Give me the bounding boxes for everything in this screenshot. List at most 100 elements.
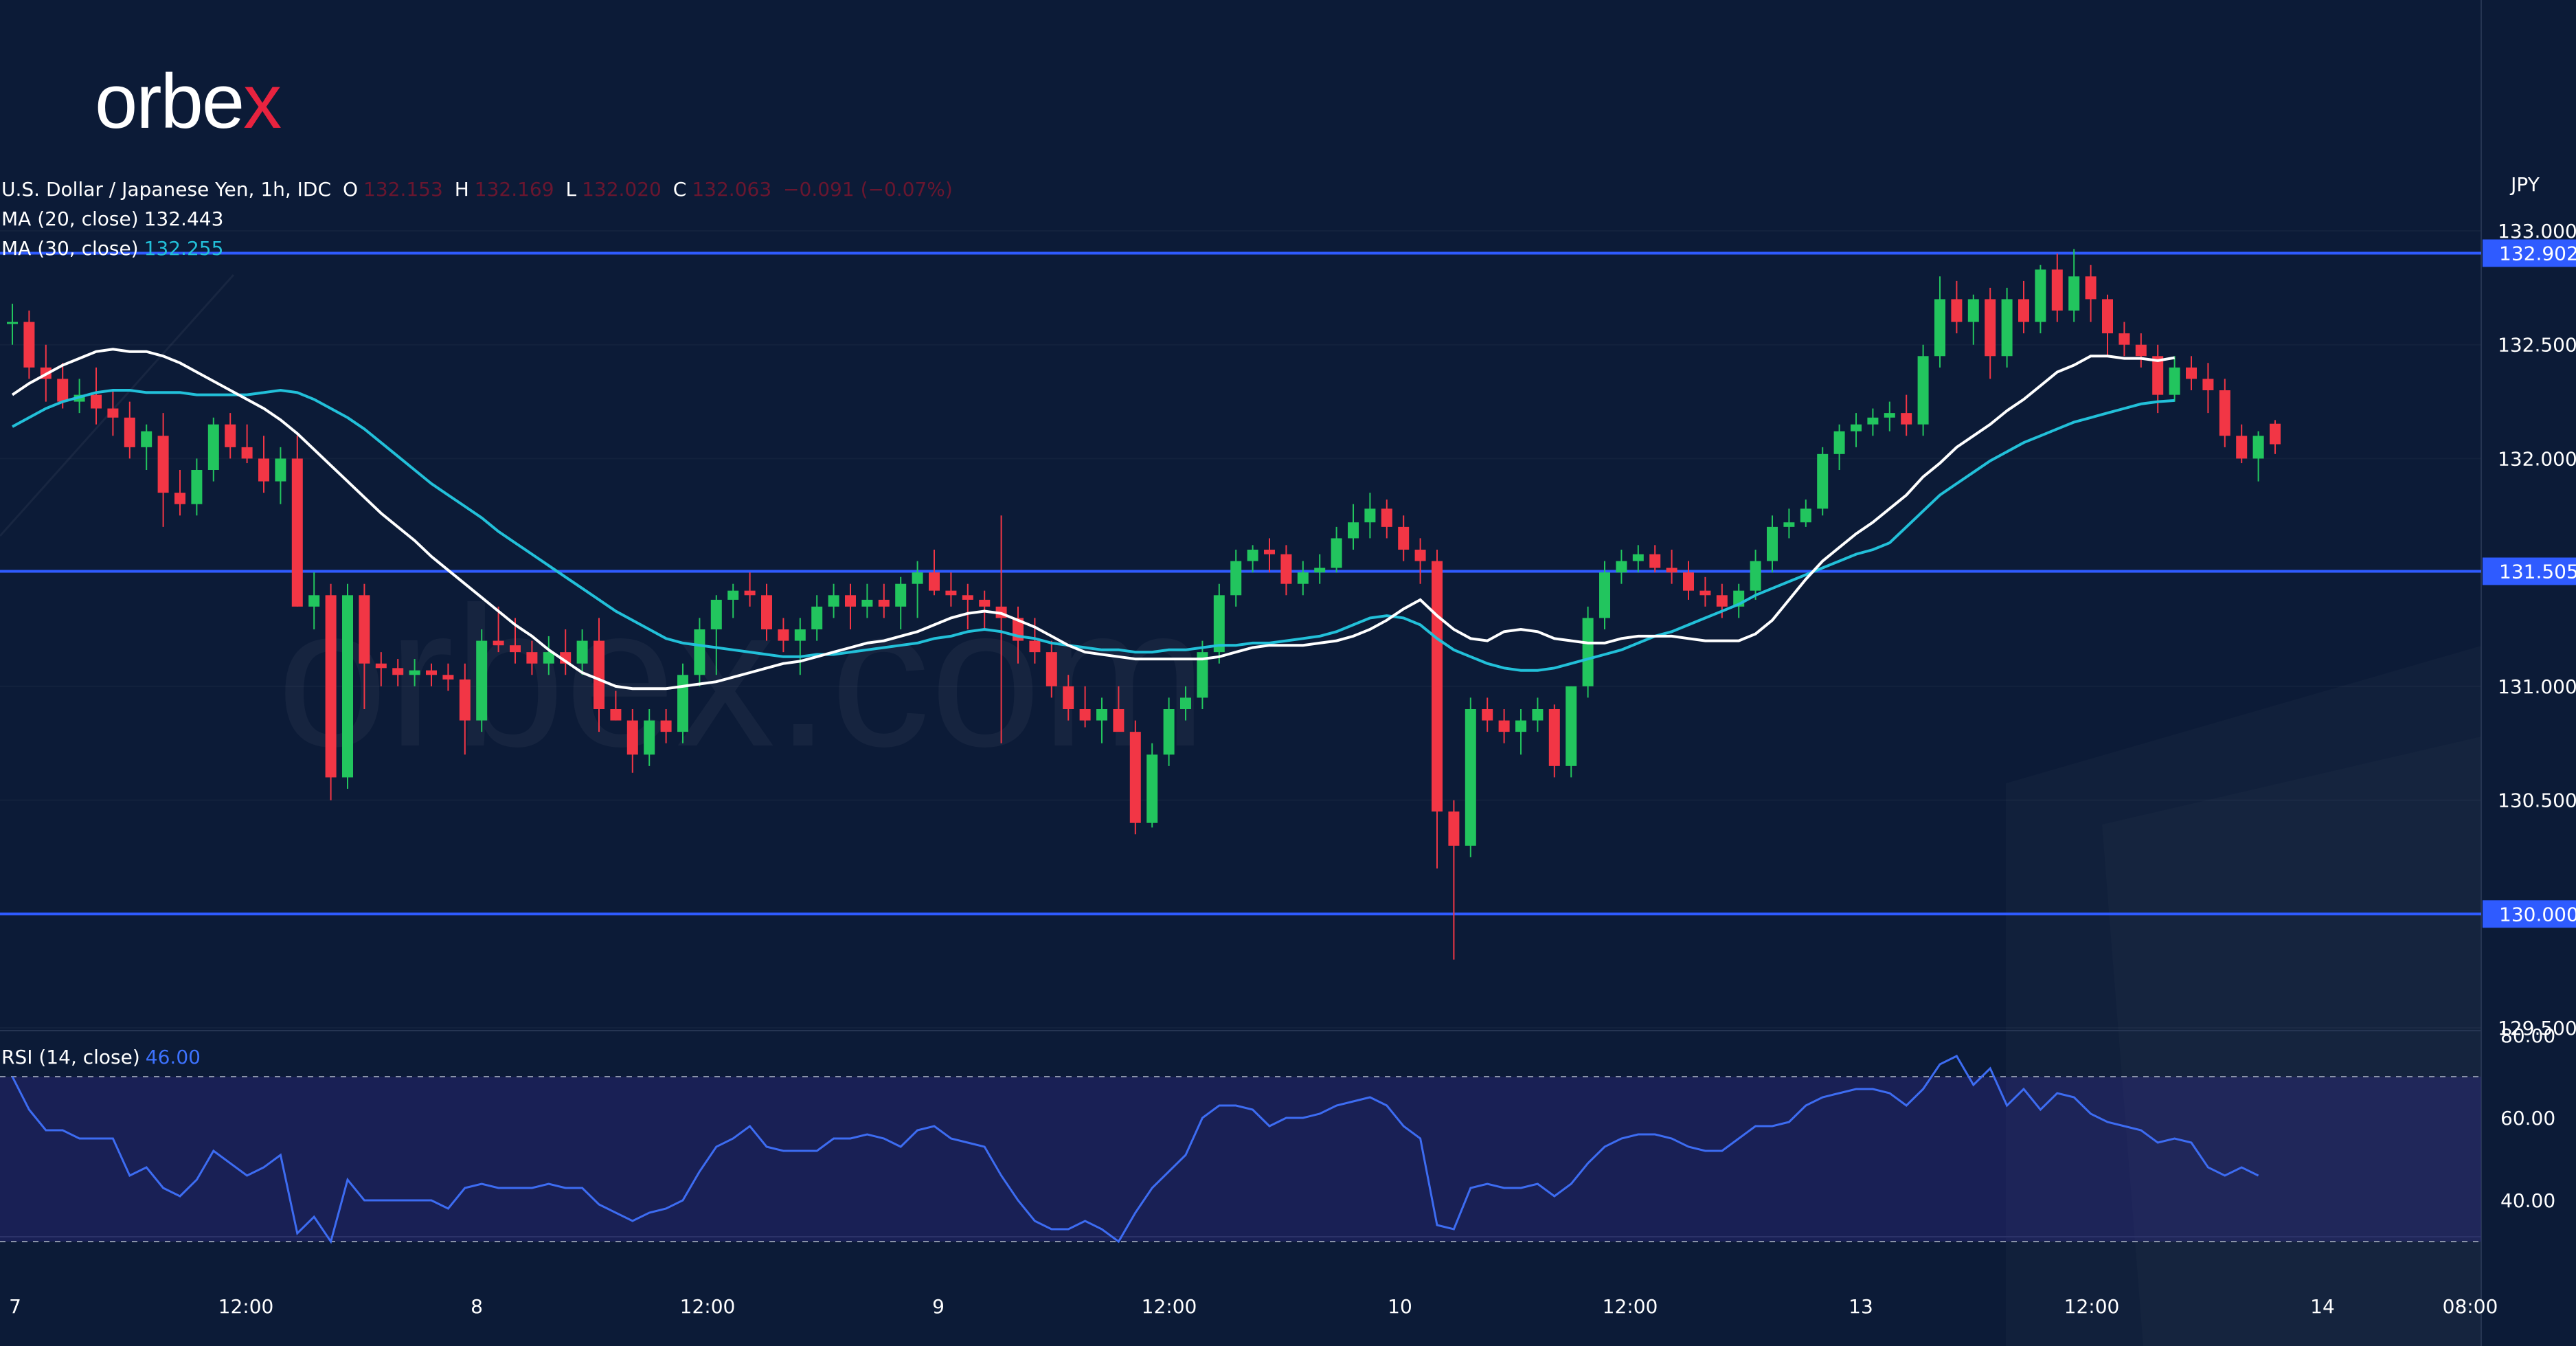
candle-body: [2119, 333, 2130, 345]
price-line-tag-label: 131.505: [2499, 560, 2576, 583]
candle-body: [1582, 618, 1594, 686]
time-axis-tick: 10: [1388, 1295, 1412, 1318]
open-value: 132.153: [363, 178, 443, 201]
price-axis[interactable]: JPY133.000132.500132.000131.500131.00013…: [2482, 0, 2576, 1346]
price-axis-tick: 131.000: [2498, 675, 2576, 698]
candle-body: [1699, 590, 1711, 596]
candle-body: [1833, 431, 1845, 454]
candle-body: [1180, 697, 1191, 709]
candle-body: [1867, 417, 1879, 425]
candle-body: [1465, 709, 1476, 846]
candle-body: [543, 652, 554, 664]
chart-grid: [0, 0, 2482, 1346]
candle-body: [2001, 299, 2013, 357]
low-value: 132.020: [582, 178, 662, 201]
candle-body: [1264, 550, 1275, 554]
candle-body: [610, 709, 622, 721]
price-axis-tick: 129.500: [2498, 1017, 2576, 1040]
low-label: L: [565, 178, 577, 201]
candle-body: [2202, 379, 2214, 390]
time-axis-tick: 14: [2310, 1295, 2335, 1318]
price-axis-tick: 133.000: [2498, 220, 2576, 243]
candle-body: [1532, 709, 1544, 721]
rsi-legend[interactable]: RSI (14, close) 46.00: [1, 1048, 206, 1067]
candle-body: [225, 424, 236, 447]
candle-body: [241, 447, 253, 459]
candle-body: [1482, 709, 1493, 721]
time-axis-tick: 13: [1849, 1295, 1873, 1318]
candle-body: [2018, 299, 2029, 322]
candle-body: [861, 599, 873, 607]
candle-body: [677, 675, 688, 732]
candle-body: [1951, 299, 1963, 322]
candle-body: [442, 675, 454, 680]
candle-body: [778, 629, 789, 641]
candle-body: [493, 640, 504, 646]
watermark-line: [0, 273, 235, 537]
candle-body: [1163, 709, 1175, 755]
ma20-label: MA (20, close): [1, 207, 139, 230]
candle-body: [1029, 640, 1041, 653]
symbol-legend[interactable]: U.S. Dollar / Japanese Yen, 1h, IDC O 132…: [1, 180, 958, 199]
background-decor: [0, 273, 235, 537]
candle-body: [1632, 554, 1644, 561]
candle-body: [644, 720, 655, 755]
candle-body: [275, 458, 286, 482]
ma30-legend[interactable]: MA (30, close) 132.255: [1, 239, 229, 258]
candle-body: [1548, 709, 1560, 766]
candle-body: [191, 470, 203, 504]
candle-body: [1985, 299, 1996, 357]
time-axis-tick: 7: [9, 1295, 21, 1318]
candle-body: [1800, 508, 1811, 523]
candle-body: [1566, 686, 1577, 766]
price-axis-tick: 132.500: [2498, 334, 2576, 357]
candle-body: [91, 394, 102, 409]
candle-body: [1448, 811, 1460, 846]
candle-body: [157, 436, 169, 493]
candle-body: [1716, 595, 1728, 607]
price-line-tag: [2483, 239, 2576, 267]
candle-body: [2169, 367, 2180, 395]
candle-body: [375, 663, 387, 669]
candle-body: [761, 595, 772, 629]
candle-body: [426, 670, 437, 675]
ma30-value: 132.255: [144, 237, 224, 260]
candle-body: [744, 590, 756, 596]
candle-body: [2035, 269, 2046, 322]
candle-body: [845, 595, 856, 607]
rsi-axis-tick: 40.00: [2500, 1189, 2555, 1212]
candle-body: [2219, 390, 2230, 436]
candle-body: [945, 590, 957, 596]
open-label: O: [342, 178, 358, 201]
candle-body: [1146, 754, 1158, 823]
candle-body: [308, 595, 320, 607]
candle-body: [1967, 299, 1979, 322]
candle-body: [794, 629, 806, 641]
candle-body: [710, 599, 722, 629]
candle-body: [476, 640, 488, 721]
candle-body: [1113, 709, 1125, 732]
candle-body: [291, 458, 303, 607]
time-axis-tick: 12:00: [1603, 1295, 1658, 1318]
candle-body: [1213, 595, 1225, 653]
candle-body: [1129, 732, 1141, 823]
candle-body: [23, 322, 35, 368]
rsi-label: RSI (14, close): [1, 1046, 140, 1068]
candle-body: [392, 668, 404, 675]
candle-body: [1666, 568, 1677, 573]
candle-body: [1917, 356, 1929, 425]
ma20-legend[interactable]: MA (20, close) 132.443: [1, 210, 229, 229]
time-axis-tick: 8: [471, 1295, 483, 1318]
candle-body: [1649, 554, 1661, 568]
price-axis-tick: 130.500: [2498, 789, 2576, 812]
price-axis-bg: [2482, 0, 2576, 1346]
candle-body: [1364, 508, 1376, 523]
time-axis[interactable]: 7 12:00 8 12:00 9 12:00 10 12:00 13 12:00 14 08:00: [9, 1295, 2498, 1318]
candle-body: [1297, 572, 1309, 584]
candle-body: [1314, 568, 1326, 573]
candle-body: [2152, 356, 2164, 395]
candle-body: [2051, 269, 2063, 311]
candle-body: [1934, 299, 1945, 357]
time-axis-tick: 12:00: [1142, 1295, 1197, 1318]
